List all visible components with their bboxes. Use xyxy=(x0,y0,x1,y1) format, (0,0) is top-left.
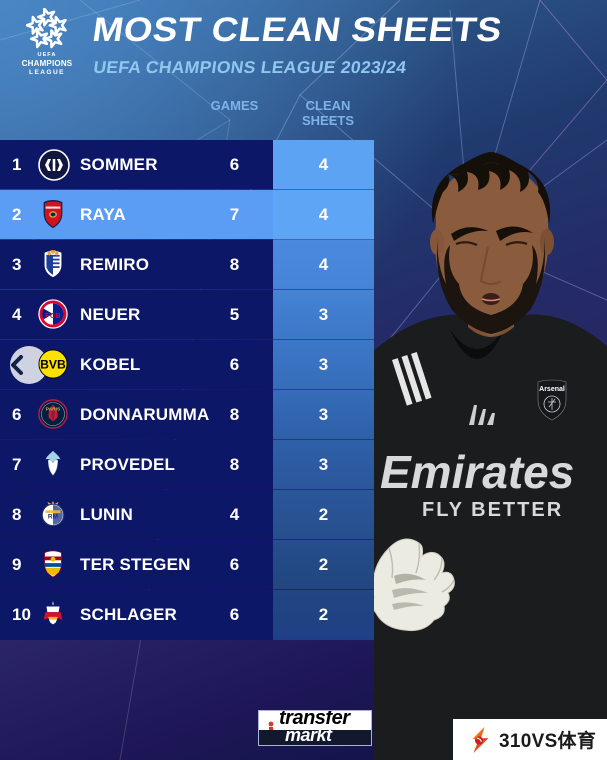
svg-text:RM: RM xyxy=(48,514,59,521)
svg-text:BVB: BVB xyxy=(40,358,66,372)
svg-text:PARIS: PARIS xyxy=(46,406,61,412)
svg-text:Arsenal: Arsenal xyxy=(539,386,565,393)
svg-text:Emirates: Emirates xyxy=(380,446,574,498)
svg-text:FCB: FCB xyxy=(45,311,61,320)
svg-text:FLY BETTER: FLY BETTER xyxy=(422,499,563,521)
